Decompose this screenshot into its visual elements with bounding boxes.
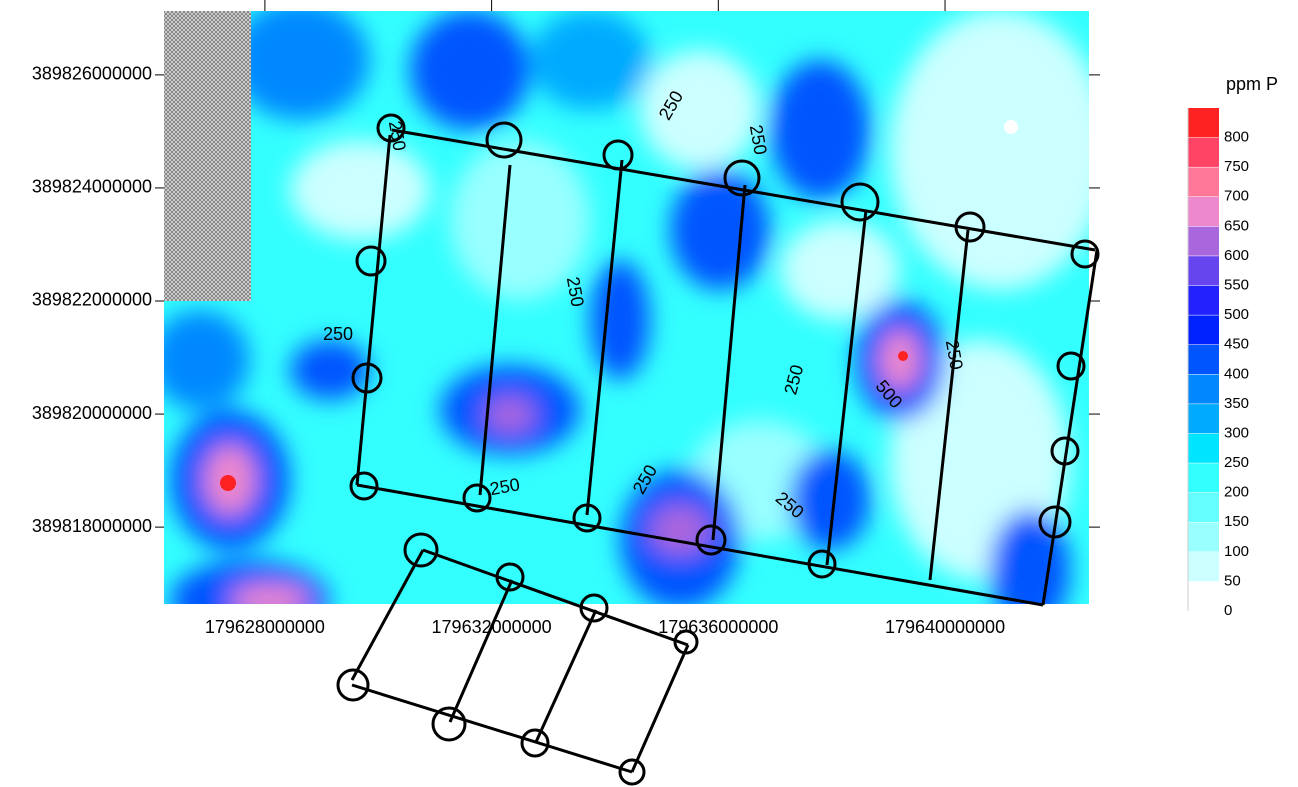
legend-swatch: [1188, 552, 1219, 582]
legend: 0 50 100 150 200 250 300 350 400 450 500 550 600 650 7…: [1188, 108, 1249, 619]
legend-label: 500: [1224, 306, 1249, 323]
contour-label: 250: [323, 324, 353, 344]
legend-label: 400: [1224, 365, 1249, 382]
page: {"chart_data": {"type": "contour", "xlim…: [0, 0, 1298, 787]
y-tick-label: 389820000000: [32, 403, 152, 423]
map: ppm P 179628000000 179632000000 1796360000…: [0, 0, 1298, 787]
legend-swatch: [1188, 138, 1219, 168]
legend-swatch: [1188, 493, 1219, 523]
x-tick-label: 179636000000: [658, 617, 778, 637]
legend-swatch: [1188, 167, 1219, 197]
legend-label: 250: [1224, 454, 1249, 471]
legend-label: 750: [1224, 158, 1249, 175]
legend-label: 600: [1224, 247, 1249, 264]
legend-label: 200: [1224, 484, 1249, 501]
legend-label: 150: [1224, 513, 1249, 530]
legend-label: 350: [1224, 395, 1249, 412]
y-tick-label: 389818000000: [32, 516, 152, 536]
legend-swatch: [1188, 345, 1219, 375]
legend-swatch: [1188, 522, 1219, 552]
legend-label: 100: [1224, 543, 1249, 560]
y-tick-label: 389824000000: [32, 177, 152, 197]
legend-swatch: [1188, 463, 1219, 493]
legend-swatch: [1188, 197, 1219, 227]
contour-fill: [150, 0, 1110, 640]
legend-label: 550: [1224, 276, 1249, 293]
legend-swatch: [1188, 433, 1219, 463]
legend-swatch: [1188, 374, 1219, 404]
legend-swatch: [1188, 108, 1219, 138]
legend-title: ppm P: [1226, 74, 1278, 94]
legend-label: 300: [1224, 424, 1249, 441]
legend-label: 450: [1224, 336, 1249, 353]
legend-label: 50: [1224, 572, 1241, 589]
x-tick-label: 179632000000: [432, 617, 552, 637]
y-tick-label: 389822000000: [32, 290, 152, 310]
x-tick-label: 179628000000: [205, 617, 325, 637]
legend-label: 0: [1224, 602, 1232, 619]
y-tick-label: 389826000000: [32, 64, 152, 84]
legend-label: 650: [1224, 217, 1249, 234]
x-tick-label: 179640000000: [885, 617, 1005, 637]
legend-swatch: [1188, 226, 1219, 256]
legend-label: 700: [1224, 188, 1249, 205]
legend-swatch: [1188, 256, 1219, 286]
legend-swatch: [1188, 581, 1219, 611]
legend-swatch: [1188, 404, 1219, 434]
legend-swatch: [1188, 315, 1219, 345]
legend-swatch: [1188, 286, 1219, 316]
legend-label: 800: [1224, 129, 1249, 146]
